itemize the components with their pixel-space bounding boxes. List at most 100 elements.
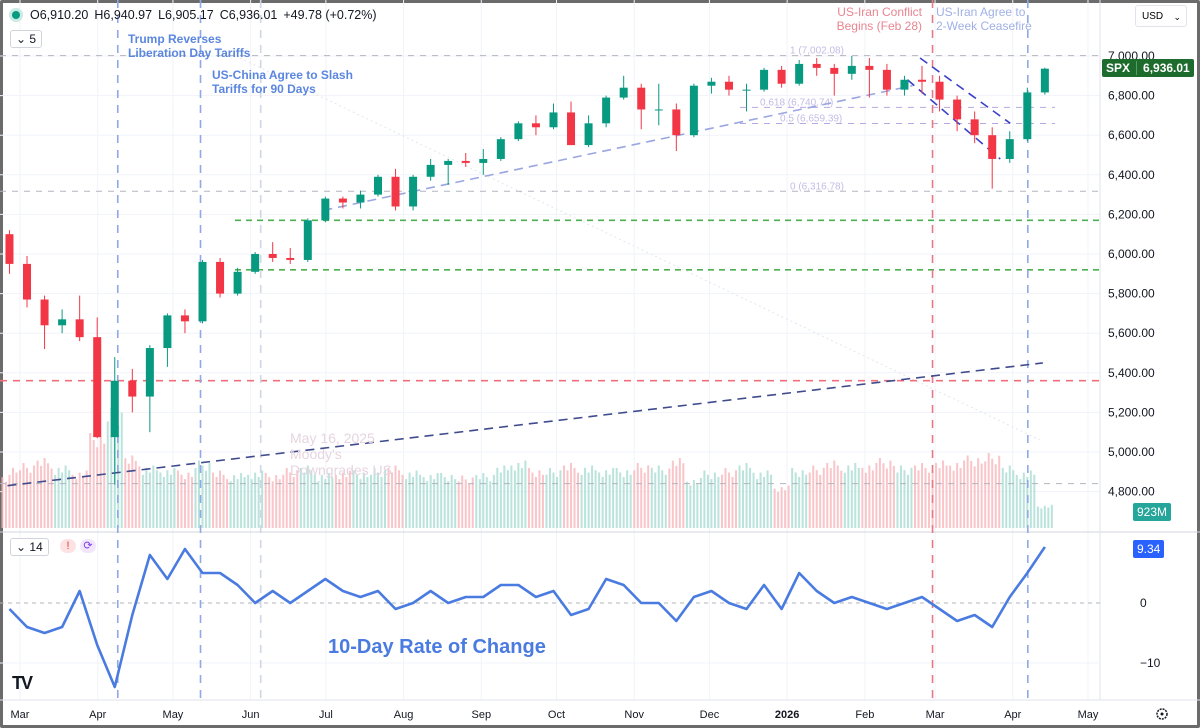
volume-bar [826, 463, 829, 528]
annotation-line: Trump Reverses [128, 32, 222, 46]
volume-bar [675, 465, 678, 528]
volume-bar [306, 465, 309, 528]
volume-bar [857, 467, 860, 528]
volume-bar [808, 472, 811, 528]
candle-body [198, 261, 207, 322]
candle-body [602, 97, 611, 124]
volume-bar [29, 472, 32, 528]
volume-bar [1033, 474, 1036, 528]
volume-bar [640, 467, 643, 528]
candle-body [479, 158, 488, 163]
volume-bar [980, 463, 983, 528]
volume-bar [299, 467, 302, 528]
gear-icon[interactable] [1156, 708, 1168, 720]
x-tick-label: Sep [471, 709, 491, 721]
close-value: C6,936.01 [219, 8, 278, 22]
candle-body [338, 198, 347, 203]
volume-bar [282, 474, 285, 528]
annotation-line: Begins (Feb 28) [836, 19, 922, 33]
volume-bar [243, 477, 246, 528]
volume-bar [914, 465, 917, 528]
candle-body [935, 81, 944, 100]
annotation-moodys: May 16, 2025 Moody's Downgrades US [290, 430, 392, 478]
volume-bar [215, 476, 218, 528]
open-value: O6,910.20 [30, 8, 89, 22]
candle-body [461, 160, 470, 163]
volume-bar [548, 468, 551, 528]
volume-bar [1047, 507, 1050, 528]
volume-bar [341, 472, 344, 528]
roc-collapse-button[interactable]: ⌄ 14 [10, 538, 49, 556]
volume-bar [812, 465, 815, 528]
volume-bar [71, 474, 74, 528]
volume-bar [285, 468, 288, 528]
volume-bar [935, 463, 938, 528]
volume-bar [106, 421, 109, 528]
alert-icon[interactable]: ! [60, 539, 76, 553]
volume-bar [362, 472, 365, 528]
candle-body [549, 112, 558, 128]
volume-bar [573, 467, 576, 528]
volume-bar [745, 463, 748, 528]
candle-body [637, 87, 646, 110]
volume-bar [843, 472, 846, 528]
volume-bar [938, 468, 941, 528]
volume-bar [527, 468, 530, 528]
volume-bar [531, 472, 534, 528]
currency-dropdown[interactable]: USD ⌄ [1135, 5, 1187, 27]
candle-body [251, 254, 260, 272]
volume-bar [727, 472, 730, 528]
tradingview-logo[interactable]: TV [12, 673, 33, 693]
volume-bar [103, 443, 106, 528]
volume-bar [4, 481, 7, 528]
volume-bar [366, 476, 369, 528]
volume-bar [1015, 474, 1018, 528]
volume-bar [327, 473, 330, 528]
volume-bar [373, 468, 376, 528]
volume-bar [878, 458, 881, 528]
volume-bar [559, 470, 562, 528]
volume-bar [1012, 470, 1015, 528]
candle-body [672, 109, 681, 136]
volume-bar [647, 465, 650, 528]
candle-body [391, 176, 400, 207]
volume-bar [271, 481, 274, 528]
volume-bar [577, 472, 580, 528]
candle-body [654, 109, 663, 111]
volume-bar [928, 472, 931, 528]
volume-bar [82, 476, 85, 528]
volume-bar [629, 474, 632, 528]
candle-body [321, 198, 330, 221]
volume-bar [394, 465, 397, 528]
volume-bar [703, 470, 706, 528]
volume-bar [15, 472, 18, 528]
volume-bar [54, 474, 57, 528]
refresh-icon[interactable]: ⟳ [80, 539, 96, 553]
volume-bar [40, 465, 43, 528]
candle-body [128, 380, 137, 397]
volume-bar [570, 463, 573, 528]
volume-bar [892, 465, 895, 528]
volume-bar [222, 474, 225, 528]
x-tick-label: 2026 [775, 709, 799, 721]
roc-value-badge: 9.34 [1133, 540, 1165, 558]
indicators-collapse-button[interactable]: ⌄ 5 [10, 30, 43, 48]
volume-bar [292, 477, 295, 528]
volume-bar [419, 474, 422, 528]
volume-bar [236, 479, 239, 528]
volume-bar [36, 460, 39, 528]
volume-bar [815, 470, 818, 528]
candle-body [1023, 92, 1032, 140]
trendline [323, 84, 913, 212]
candle-body [970, 119, 979, 136]
price-tick-label: 5,000.00 [1108, 445, 1155, 459]
volume-bar [882, 463, 885, 528]
candle-body [567, 112, 576, 146]
volume-bar [173, 468, 176, 528]
volume-bar [861, 467, 864, 528]
volume-bar [924, 467, 927, 528]
volume-bar [75, 479, 78, 528]
candle-body [777, 69, 786, 84]
volume-bar [1019, 479, 1022, 528]
